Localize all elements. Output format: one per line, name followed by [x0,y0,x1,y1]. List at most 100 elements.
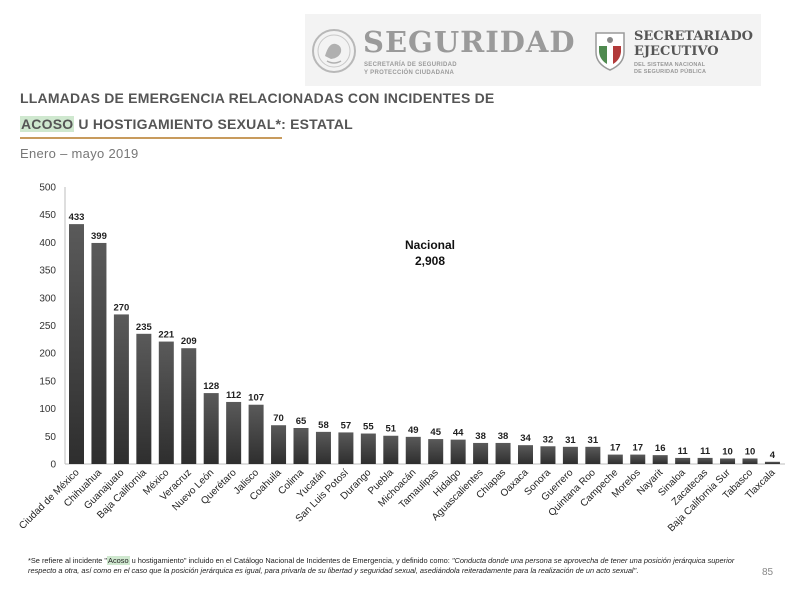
y-tick-label: 150 [39,376,56,387]
bar-value-label: 10 [722,446,733,457]
y-tick-label: 400 [39,238,56,249]
bar-value-labels: 433 399 270 235 221 209 128 112 107 70 65 58 57 55 51 4… [69,212,776,461]
bar [338,432,354,464]
bar-value-label: 38 [498,431,509,442]
bar [158,341,174,464]
bar-value-label: 17 [632,443,643,454]
title-highlight-word: ACOSO [20,116,75,132]
bar [630,454,646,464]
x-axis-labels: Ciudad de MéxicoChihuahuaGuanajuatoBaja … [17,467,778,534]
brand-sub-line1: SECRETARÍA DE SEGURIDAD [364,62,457,68]
y-tick-label: 350 [39,266,56,277]
se-title: SECRETARIADO EJECUTIVO [634,29,753,59]
bar-value-label: 11 [678,446,689,457]
se-sub-line1: DEL SISTEMA NACIONAL [634,62,706,68]
bar-value-label: 57 [341,420,352,431]
bar-value-label: 31 [588,435,599,446]
footnote-middle: u hostigamiento" incluido en el Catálogo… [129,556,452,565]
bar [360,433,376,464]
title-line2-rest: U HOSTIGAMIENTO SEXUAL*: ESTATAL [74,116,353,132]
bar-value-label: 38 [475,431,486,442]
footnote-highlight: Acoso [107,556,130,565]
bar-value-label: 270 [113,302,129,313]
national-total: Nacional 2,908 [380,237,480,269]
page-title-line2: ACOSO U HOSTIGAMIENTO SEXUAL*: ESTATAL [20,116,353,132]
bar [428,439,444,464]
shield-logo-icon [595,32,625,71]
bar [405,436,421,464]
brand-sub-line2: Y PROTECCIÓN CIUDADANA [364,70,455,76]
bar [315,431,331,464]
bar [764,461,780,464]
bar-value-label: 65 [296,416,307,427]
bar-value-label: 4 [770,450,776,461]
bar-chart: 0 50 100 150 200 250 300 350 400 450 500 433 399 270… [17,183,785,534]
brand-subtitle: SECRETARÍA DE SEGURIDAD Y PROTECCIÓN CIU… [364,61,457,77]
bar-value-label: 16 [655,443,666,454]
national-total-value: 2,908 [414,254,446,268]
bar [540,446,556,464]
bar-value-label: 31 [565,435,576,446]
bar-value-label: 235 [136,322,153,333]
header-band [305,14,761,86]
footnote-definition: "Conducta donde una persona se aprovecha… [28,556,735,575]
y-tick-label: 200 [39,349,56,360]
bar-value-label: 399 [91,231,107,242]
bar-value-label: 221 [158,330,175,341]
footnote: *Se refiere al incidente "Acoso u hostig… [28,556,750,576]
bar [69,224,84,464]
bar [271,425,287,464]
bar-value-label: 128 [203,381,219,392]
page-title-line1: LLAMADAS DE EMERGENCIA RELACIONADAS CON … [20,90,495,106]
se-sub-line2: DE SEGURIDAD PÚBLICA [634,69,707,75]
bars [69,224,780,464]
bar [136,333,152,464]
bar-value-label: 107 [248,393,264,404]
bar [293,427,309,464]
bar [91,242,107,464]
bar [450,439,466,464]
bar-value-label: 34 [520,433,531,444]
bar [113,314,129,464]
bar-value-label: 10 [745,446,756,457]
bar-value-label: 45 [430,427,441,438]
y-tick-label: 300 [39,293,56,304]
bar-value-label: 112 [226,390,241,401]
se-title-line1: SECRETARIADO [634,29,753,44]
bar [203,393,219,464]
bar-value-label: 433 [69,212,85,223]
page-subtitle: Enero – mayo 2019 [20,146,139,161]
bar [585,446,601,464]
bar [607,454,623,464]
bar-value-label: 44 [453,428,464,439]
bar-value-label: 32 [543,434,554,445]
bar [181,348,197,464]
bar [495,442,511,464]
national-total-label: Nacional [404,238,455,252]
y-tick-label: 450 [39,210,56,221]
bar [742,458,758,464]
se-title-line2: EJECUTIVO [634,44,719,59]
bar-value-label: 11 [700,446,711,457]
bar [562,446,578,464]
bar [720,458,736,464]
bar-value-label: 49 [408,425,419,436]
y-tick-label: 500 [39,183,56,194]
title-underline [20,137,282,139]
y-tick-label: 100 [39,404,56,415]
bar-value-label: 209 [181,336,197,347]
bar-value-label: 55 [363,422,374,433]
y-tick-label: 0 [50,460,56,471]
bar [518,445,533,464]
bar [697,457,713,464]
footnote-prefix: *Se refiere al incidente " [28,556,108,565]
bar [226,401,242,464]
y-tick-label: 250 [39,321,56,332]
bar [383,435,399,464]
page-number: 85 [762,567,774,578]
bar-value-label: 58 [318,420,329,431]
bar-value-label: 17 [610,443,621,454]
bar [473,442,489,464]
brand-word: SEGURIDAD [363,25,576,59]
y-tick-label: 50 [45,432,57,443]
